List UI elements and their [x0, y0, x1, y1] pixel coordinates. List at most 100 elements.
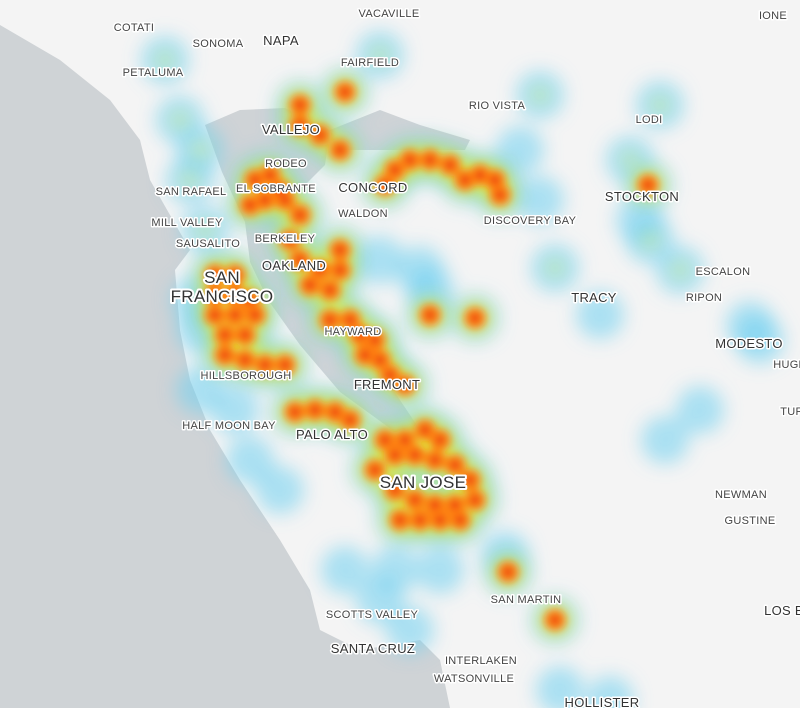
place-label: VALLEJO [262, 122, 320, 137]
heat-warm-spot [533, 88, 547, 102]
place-label: NEWMAN [715, 489, 767, 501]
heat-core [346, 416, 354, 424]
place-label: BERKELEY [255, 233, 316, 245]
heat-halo [586, 676, 634, 708]
heat-core [456, 516, 464, 524]
heat-warm-spot [198, 223, 212, 237]
heat-core [504, 568, 512, 576]
place-label: STOCKTON [605, 189, 679, 204]
place-label: SAN [204, 268, 240, 287]
heat-halo [356, 236, 404, 284]
place-label: HOLLISTER [565, 695, 640, 708]
place-label: WALDON [338, 208, 388, 220]
place-label: HAYWARD [324, 326, 381, 338]
place-label: RIPON [686, 292, 722, 304]
heat-core [341, 88, 349, 96]
heat-core [386, 371, 394, 379]
place-label: FREMONT [354, 377, 420, 392]
heat-core [396, 516, 404, 524]
heat-core [211, 271, 219, 279]
place-label: FAIRFIELD [341, 57, 399, 69]
place-label: OAKLAND [262, 258, 326, 273]
heat-core [391, 486, 399, 494]
heat-core [436, 516, 444, 524]
heat-core [296, 101, 304, 109]
place-label: PETALUMA [123, 67, 184, 79]
place-label: HALF MOON BAY [182, 420, 276, 432]
heat-core [346, 316, 354, 324]
heat-core [231, 291, 239, 299]
place-label: HILLSBOROUGH [200, 370, 291, 382]
heat-core [356, 331, 364, 339]
heat-halo [536, 666, 584, 708]
place-label: VACAVILLE [359, 8, 420, 20]
heat-core [401, 436, 409, 444]
heat-core [376, 356, 384, 364]
place-label: SCOTTS VALLEY [326, 609, 419, 621]
place-label: TRACY [571, 290, 617, 305]
heat-halo [226, 436, 274, 484]
heat-core [381, 181, 389, 189]
heat-core [446, 161, 454, 169]
heat-core [261, 361, 269, 369]
heat-halo [576, 291, 624, 339]
heat-core [281, 196, 289, 204]
heat-halo [211, 386, 259, 434]
heat-core [246, 296, 254, 304]
heat-core [336, 246, 344, 254]
heat-core [451, 501, 459, 509]
place-label: COTATI [114, 22, 155, 34]
place-label: DISCOVERY BAY [484, 215, 577, 227]
heat-core [411, 496, 419, 504]
heatmap [141, 31, 784, 708]
place-label: SAN MARTIN [491, 594, 562, 606]
heat-core [251, 311, 259, 319]
heat-halo [176, 366, 224, 414]
place-label: MODESTO [715, 336, 783, 351]
heat-halo [416, 546, 464, 594]
heat-core [266, 171, 274, 179]
heat-core [371, 336, 379, 344]
place-label: FRANCISCO [171, 287, 274, 306]
heat-halo [321, 546, 369, 594]
heat-core [291, 408, 299, 416]
place-label: CONCORD [338, 180, 407, 195]
heat-warm-spot [158, 53, 172, 67]
heat-core [311, 406, 319, 414]
heat-core [211, 311, 219, 319]
heat-core [246, 201, 254, 209]
heat-hot [204, 81, 659, 631]
heat-core [436, 436, 444, 444]
heat-core [431, 456, 439, 464]
heat-core [336, 266, 344, 274]
heat-core [491, 176, 499, 184]
place-label: MILL VALLEY [151, 217, 223, 229]
heat-warm-spot [623, 153, 637, 167]
heat-core [326, 316, 334, 324]
heat-halo [516, 176, 564, 224]
heat-halo [356, 576, 404, 624]
place-label: IONE [759, 10, 787, 22]
heat-core [496, 191, 504, 199]
heat-halo [641, 416, 689, 464]
ocean [0, 25, 450, 708]
heat-warm-spot [673, 263, 687, 277]
heat-warm-spot [548, 261, 562, 275]
heat-core [326, 286, 334, 294]
place-label: TUR [780, 406, 800, 418]
heat-core [461, 176, 469, 184]
heat-core [231, 311, 239, 319]
heat-core [431, 501, 439, 509]
heat-core [406, 156, 414, 164]
heat-warm-spot [173, 113, 187, 127]
place-label: LOS B [764, 603, 800, 618]
heat-core [221, 331, 229, 339]
heat-core [411, 451, 419, 459]
heat-warm-spot [643, 233, 657, 247]
place-label: SAUSALITO [176, 238, 240, 250]
heat-core [416, 516, 424, 524]
place-label: SAN JOSE [380, 473, 466, 492]
heat-core [466, 476, 474, 484]
place-label: RODEO [265, 158, 307, 170]
